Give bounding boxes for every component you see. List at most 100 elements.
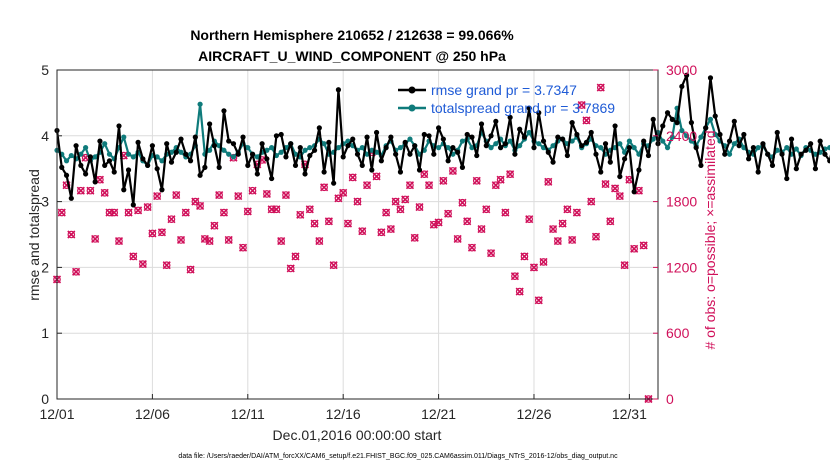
obs-x-stroke (148, 229, 157, 238)
obs-x-stroke (620, 261, 629, 270)
obs-x-stroke (315, 237, 324, 246)
rmse-point (455, 149, 461, 155)
obs-possible-point (406, 181, 414, 189)
obs-x-stroke (458, 198, 467, 207)
rmse-point (259, 141, 265, 147)
totalspread-point (254, 154, 260, 160)
obs-assimilated-point (224, 235, 233, 245)
rmse-point (464, 131, 470, 138)
obs-x-stroke (548, 224, 558, 234)
obs-possible-point (115, 237, 123, 245)
obs-possible-point (534, 296, 543, 305)
obs-possible-point (224, 236, 233, 244)
obs-assimilated-point (429, 220, 438, 229)
obs-assimilated-point (525, 215, 534, 224)
obs-possible-point (453, 235, 462, 243)
rmse-point (145, 162, 151, 169)
totalspread-point (269, 145, 275, 151)
obs-x-stroke (482, 205, 491, 214)
obs-x-stroke (515, 287, 524, 296)
rmse-point (369, 167, 375, 173)
rmse-point (560, 136, 566, 142)
totalspread-point (493, 141, 499, 147)
obs-x-stroke (558, 219, 567, 228)
obs-x-stroke (501, 208, 510, 217)
rmse-point (87, 154, 93, 160)
rmse-point (588, 129, 594, 136)
obs-possible-point (573, 208, 581, 217)
obs-possible-point (520, 252, 529, 261)
rmse-point (626, 145, 632, 151)
obs-x-stroke (219, 208, 229, 217)
obs-possible-point (167, 215, 176, 223)
rmse-point (712, 113, 718, 119)
obs-assimilated-point (620, 261, 629, 270)
obs-assimilated-point (143, 203, 152, 212)
obs-x-stroke (563, 205, 572, 214)
obs-x-stroke (210, 221, 219, 230)
totalspread-point (83, 145, 89, 151)
obs-assimilated-point (167, 215, 176, 224)
rmse-point (478, 121, 485, 127)
obs-assimilated-point (582, 116, 591, 125)
rmse-point (116, 123, 122, 129)
legend-rmse-label: rmse grand pr = 3.7347 (431, 82, 577, 98)
obs-assimilated-point (529, 263, 539, 272)
obs-assimilated-point (444, 209, 453, 218)
rmse-point (502, 141, 508, 147)
totalspread-point (712, 131, 718, 138)
rmse-point (135, 139, 141, 145)
obs-x-stroke (611, 184, 620, 193)
obs-x-stroke (420, 170, 429, 179)
obs-x-stroke (310, 219, 319, 228)
totalspread-point (307, 145, 313, 151)
rmse-point (698, 162, 704, 169)
obs-assimilated-point (386, 224, 395, 234)
obs-x-stroke (529, 263, 539, 272)
obs-possible-point (515, 287, 524, 296)
totalspread-point (517, 143, 523, 149)
obs-x-stroke (525, 215, 534, 224)
obs-possible-point (544, 178, 553, 186)
obs-assimilated-point (515, 287, 524, 296)
obs-possible-point (282, 191, 290, 199)
rmse-point (488, 133, 494, 139)
rmse-point (703, 125, 709, 131)
rmse-point (784, 175, 790, 182)
obs-x-stroke (339, 188, 348, 197)
obs-possible-point (592, 232, 600, 241)
plot-area (57, 70, 658, 399)
obs-x-stroke (329, 261, 338, 270)
obs-x-stroke (577, 101, 586, 110)
rmse-point (421, 131, 427, 138)
obs-assimilated-point (114, 237, 124, 246)
obs-assimilated-point (86, 186, 95, 195)
obs-x-stroke (57, 208, 66, 217)
totalspread-point (684, 133, 690, 139)
obs-assimilated-point (343, 219, 353, 228)
totalspread-point (827, 145, 830, 151)
obs-possible-point (449, 167, 457, 175)
rmse-point (149, 143, 155, 149)
obs-possible-point (181, 208, 190, 217)
totalspread-point (278, 149, 284, 155)
obs-assimilated-point (186, 265, 195, 274)
obs-possible-point (177, 236, 185, 244)
totalspread-point (793, 146, 799, 152)
obs-possible-point (396, 205, 405, 214)
obs-x-stroke (544, 177, 553, 186)
obs-possible-point (162, 261, 171, 270)
totalspread-point (784, 145, 790, 151)
obs-assimilated-point (324, 217, 333, 226)
rmse-point (102, 162, 108, 169)
obs-possible-point (186, 265, 195, 274)
obs-assimilated-point (124, 208, 133, 217)
obs-assimilated-point (506, 170, 515, 179)
obs-x-stroke (134, 206, 143, 215)
obs-assimilated-point (477, 224, 486, 234)
obs-x-stroke (157, 228, 167, 237)
rmse-point (750, 145, 756, 151)
obs-possible-point (353, 197, 362, 206)
obs-possible-point (463, 217, 472, 226)
